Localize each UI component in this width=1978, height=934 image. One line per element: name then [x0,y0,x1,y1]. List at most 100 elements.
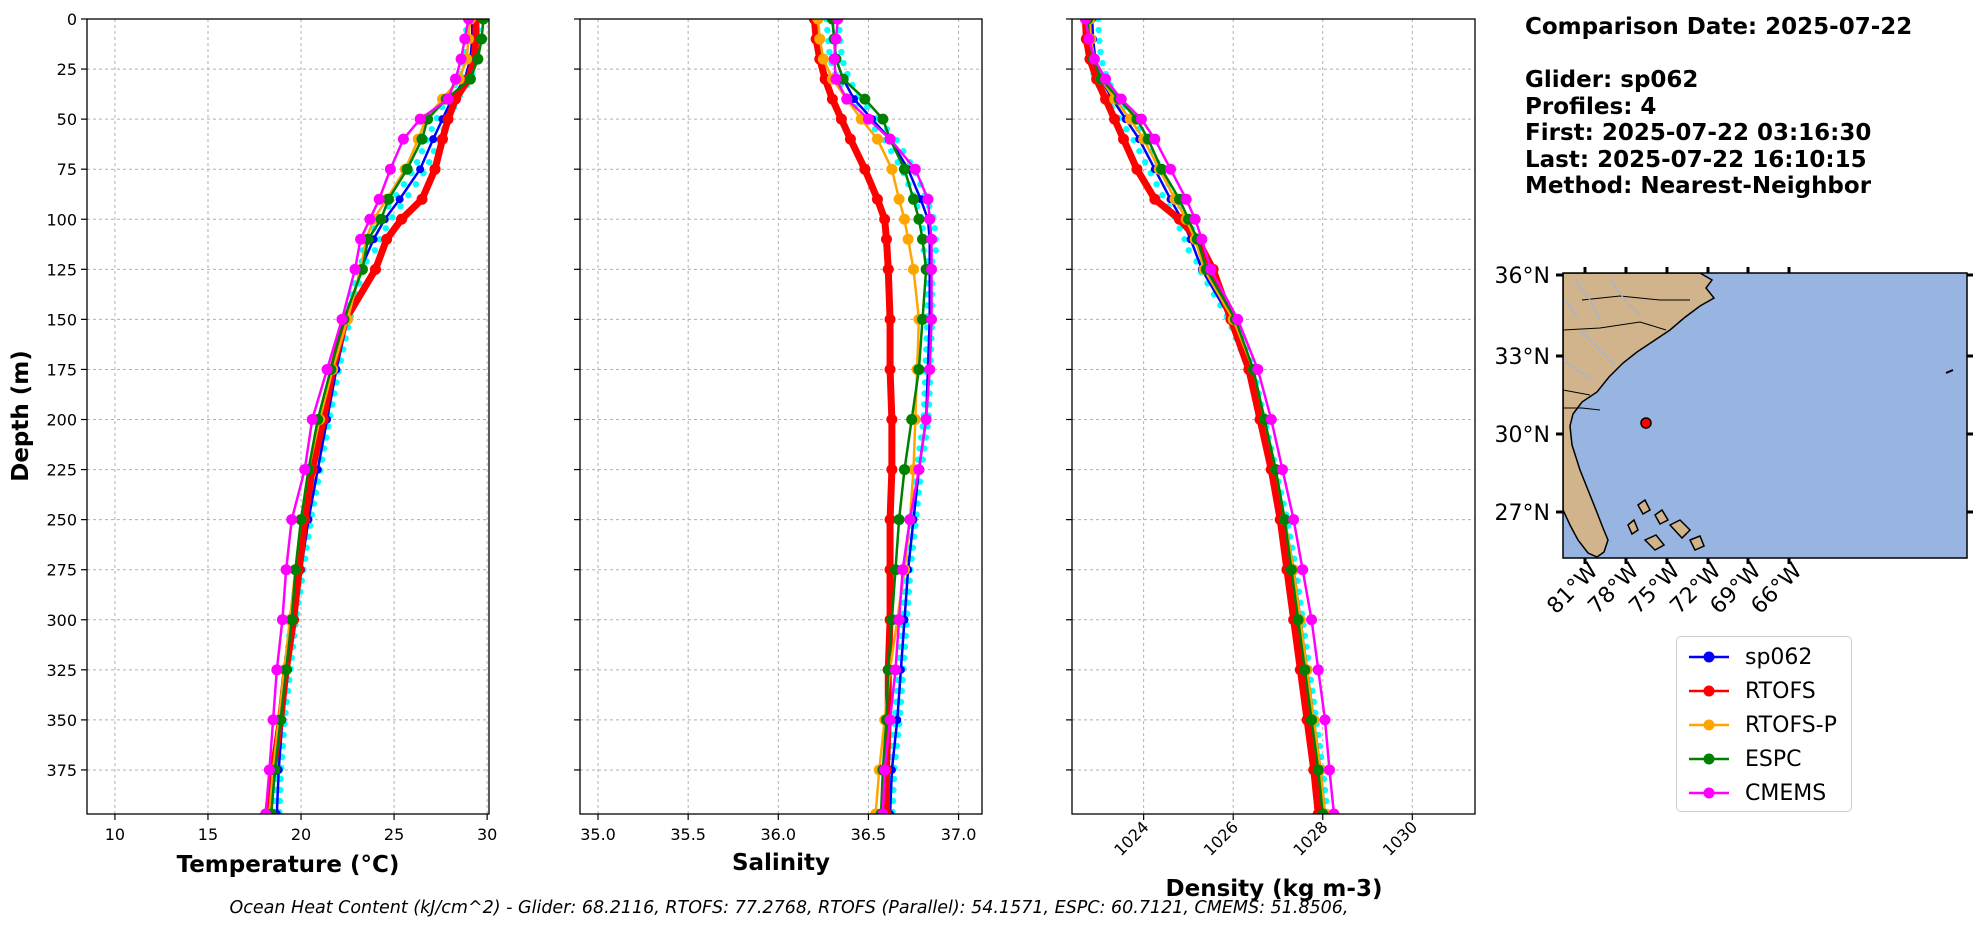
legend-label: sp062 [1745,644,1813,670]
series-point-cmems [263,764,275,776]
series-point-rtofs [886,414,898,426]
series-point-cmems [286,514,298,526]
legend-marker [1689,651,1729,663]
series-point-rtofs [436,133,448,145]
series-point-espc [1317,808,1329,814]
interpolation-method: Method: Nearest-Neighbor [1525,173,1872,199]
series-point-cmems [1297,564,1309,576]
series-point-cmems [926,313,938,325]
series-point-sp062 [429,135,438,144]
series-point-cmems [893,614,905,626]
series-point-cmems [828,53,840,65]
series-point-rtofs [880,233,892,245]
series-point-cmems [442,93,454,105]
series-point-cmems [1265,414,1277,426]
map-bermuda [1945,369,1954,374]
map-lat-label: 27°N [1495,501,1550,526]
series-point-rtofs-p [893,193,905,205]
profile-panel-1: 35.0 35.5 36.0 36.5 37.0 [574,18,983,844]
series-point-cmems [1149,133,1161,145]
series-point-cmems [1312,664,1324,676]
series-point-cmems [830,73,842,85]
series-point-cmems [1165,163,1177,175]
y-tick-label: 275 [46,561,77,580]
series-point-cmems [373,193,385,205]
glider-profile-point [1159,192,1166,199]
series-point-cmems [877,808,889,814]
x-tick-label: 35.0 [580,825,616,844]
series-point-espc [1312,764,1324,776]
glider-profile-point [412,181,420,188]
series-point-sp062 [916,195,925,204]
series-point-espc [472,53,484,65]
series-point-cmems [832,19,844,25]
y-tick-label: 200 [46,411,77,430]
salinity-axis-label: Salinity [732,850,830,876]
map-lat-label: 36°N [1495,264,1550,289]
series-point-cmems [1328,808,1340,814]
series-point-cmems [364,213,376,225]
glider-profile-point [838,48,845,56]
series-point-rtofs [442,113,454,125]
glider-name: Glider: sp062 [1525,67,1699,93]
glider-profile-point [1141,158,1149,166]
series-point-cmems [1205,263,1217,275]
glider-profile-point [1185,247,1192,254]
y-tick-label: 300 [46,611,77,630]
x-tick-label: 15 [198,825,218,844]
series-point-cmems [904,514,916,526]
x-tick-label: 30 [477,825,497,844]
series-point-cmems [1088,53,1100,65]
series-point-cmems [1323,764,1335,776]
series-point-cmems [463,19,475,25]
x-tick-label: 36.0 [760,825,796,844]
glider-profile-point [1136,147,1143,155]
glider-location-marker [1640,417,1652,429]
depth-axis-label: Depth (m) [8,350,34,482]
map-state-border [1563,295,1690,411]
y-tick-label: 150 [46,310,77,329]
series-point-rtofs [835,113,847,125]
series-point-cmems [355,233,367,245]
series-point-rtofs [1131,163,1143,175]
glider-profile-point [1097,48,1104,56]
series-point-cmems [924,213,936,225]
axes-frame [579,18,983,815]
glider-profile-point [1123,125,1130,133]
glider-profile-point [418,147,426,155]
series-point-cmems [1252,363,1264,375]
legend-label: ESPC [1745,746,1802,772]
x-tick-label: 25 [384,825,404,844]
series-point-espc [375,213,387,225]
series-point-espc [917,233,929,245]
legend-label: CMEMS [1745,780,1827,806]
glider-profile-point [1176,225,1183,232]
y-tick-label: 175 [46,360,77,379]
series-point-espc [913,363,925,375]
glider-profile-point [824,26,831,34]
series-point-espc [877,113,889,125]
glider-profile-point [932,247,939,254]
glider-profile-point [1096,37,1103,45]
series-point-espc [464,73,476,85]
series-point-sp062 [893,715,902,724]
series-point-espc [383,193,394,205]
series-point-cmems [889,664,901,676]
series-point-cmems [384,163,396,175]
series-point-espc [1279,514,1291,526]
series-point-rtofs [1117,133,1129,145]
map-land [1563,273,1716,558]
legend-label: RTOFS [1745,678,1816,704]
series-point-rtofs-p [907,263,919,275]
series-point-rtofs [859,163,871,175]
series-point-cmems [1083,33,1095,45]
series-point-rtofs [369,263,381,275]
glider-profile-point [931,225,938,232]
series-point-cmems [909,163,921,175]
series-point-cmems [414,113,426,125]
legend-marker [1689,753,1729,765]
y-tick-label: 125 [46,260,77,279]
series-point-rtofs-p [814,33,826,45]
legend: sp062 RTOFS RTOFS-P ESPC CMEMS [1676,636,1852,812]
